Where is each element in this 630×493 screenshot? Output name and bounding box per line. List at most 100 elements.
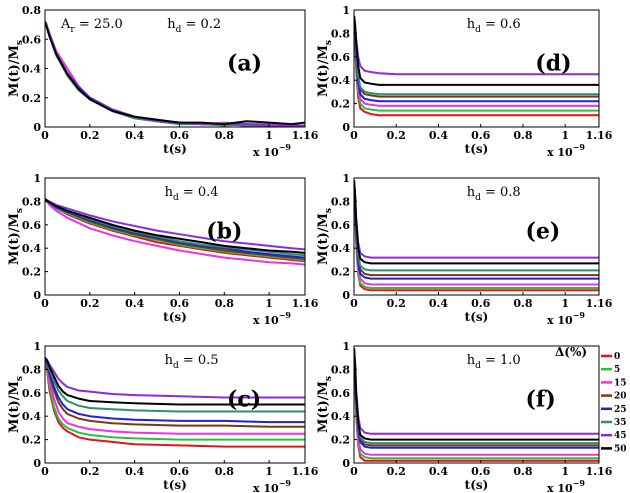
y-tick-label: 0.8: [22, 195, 41, 208]
x-tick-label: 1.16: [586, 129, 613, 142]
x-tick-label: 0: [41, 129, 49, 142]
x-tick-label: 0: [41, 465, 49, 478]
series-line-20: [45, 21, 305, 127]
legend-entry-50: 50: [614, 444, 627, 454]
y-tick-label: 0.4: [22, 410, 41, 423]
ar-label: Ar = 25.0: [60, 17, 123, 35]
x-tick-label: 0.2: [80, 465, 99, 478]
x-scale-note: x 10−9: [253, 310, 291, 327]
series-line-35: [45, 198, 305, 257]
y-tick-label: 0.6: [331, 51, 350, 64]
x-axis-label: t(s): [465, 310, 489, 324]
x-tick-label: 0.2: [80, 129, 99, 142]
legend-title: Δ(%): [555, 345, 587, 359]
axes-frame: [353, 345, 600, 464]
panel-a: 0 0.2 0.4 0.6 0.8 1 1.16 0 0.2 0.4 0.6 0.8 t(s) x 10−…: [7, 4, 319, 159]
series-line-50: [354, 15, 599, 86]
series-line-15: [45, 21, 305, 127]
x-scale-note: x 10−9: [253, 142, 291, 159]
panel-b: 0 0.2 0.4 0.6 0.8 1 1.16 0 0.2 0.4 0.6 0.8 1 t(s) x 10…: [7, 172, 319, 327]
x-tick-label: 0.6: [170, 465, 189, 478]
x-axis-label: t(s): [163, 310, 187, 324]
y-tick-label: 0.6: [331, 387, 350, 400]
x-tick-label: 0.2: [387, 297, 406, 310]
series-line-5: [45, 198, 305, 261]
y-axis-label: M(t)/Ms: [316, 208, 334, 265]
x-axis-label: t(s): [465, 478, 489, 492]
x-tick-label: 0.4: [429, 129, 448, 142]
y-tick-label: 1: [342, 172, 350, 185]
series-group: [45, 21, 305, 127]
x-scale-note: x 10−9: [547, 142, 585, 159]
y-tick-label: 0.8: [331, 363, 350, 376]
x-tick-label: 1: [265, 129, 273, 142]
x-tick-label: 1.16: [586, 297, 613, 310]
x-tick-label: 0.2: [387, 129, 406, 142]
y-tick-label: 0.4: [331, 410, 350, 423]
series-line-25: [45, 21, 305, 127]
x-tick-label: 0.8: [215, 465, 234, 478]
series-line-25: [45, 198, 305, 259]
y-tick-label: 0.8: [22, 363, 41, 376]
y-tick-label: 1: [33, 172, 41, 185]
x-tick-label: 0: [41, 297, 49, 310]
panel-label: (d): [535, 51, 571, 77]
x-tick-label: 1: [561, 465, 569, 478]
x-tick-label: 0.4: [429, 465, 448, 478]
hd-label: hd = 0.8: [467, 185, 521, 203]
x-tick-label: 0.2: [387, 465, 406, 478]
x-tick-label: 0: [350, 129, 358, 142]
x-axis-label: t(s): [163, 478, 187, 492]
y-tick-label: 0: [342, 121, 350, 134]
x-tick-label: 0.4: [125, 297, 144, 310]
x-tick-label: 1.16: [586, 465, 613, 478]
legend-entry-20: 20: [614, 392, 627, 402]
y-tick-label: 0.2: [331, 98, 350, 111]
y-tick-label: 0.2: [331, 434, 350, 447]
panel-label: (a): [227, 51, 262, 77]
x-tick-label: 0.6: [471, 465, 490, 478]
x-tick-label: 0: [350, 465, 358, 478]
legend-entry-15: 15: [614, 378, 627, 388]
axes-frame: [44, 345, 306, 464]
series-line-45: [45, 198, 305, 251]
x-tick-label: 0.6: [170, 297, 189, 310]
x-tick-label: 0.6: [170, 129, 189, 142]
panel-c: 0 0.2 0.4 0.6 0.8 1 1.16 0 0.2 0.4 0.6 0.8 1 t(s) x 10…: [7, 340, 319, 493]
series-line-15: [45, 357, 305, 435]
x-tick-label: 0.6: [471, 297, 490, 310]
panel-f: 0 0.2 0.4 0.6 0.8 1 1.16 0 0.2 0.4 0.6 0.8 1 t(s) x 10…: [316, 340, 627, 493]
y-tick-label: 0: [33, 121, 41, 134]
legend: Δ(%) 0 5 15 20 25 35 45 50: [555, 345, 627, 454]
x-tick-label: 1: [561, 129, 569, 142]
legend-entry-5: 5: [614, 365, 620, 375]
series-group: [45, 357, 305, 448]
y-axis-label: M(t)/Ms: [7, 376, 25, 433]
series-line-5: [45, 357, 305, 441]
series-group: [45, 198, 305, 266]
panel-d: 0 0.2 0.4 0.6 0.8 1 1.16 0 0.2 0.4 0.6 0.8 1 t(s) x 10…: [316, 4, 613, 159]
x-tick-label: 1: [265, 297, 273, 310]
y-axis-label: M(t)/Ms: [7, 208, 25, 265]
series-line-15: [45, 198, 305, 266]
y-tick-label: 1: [342, 340, 350, 353]
series-line-50: [45, 198, 305, 254]
series-group: [354, 348, 599, 462]
y-tick-label: 0.8: [331, 195, 350, 208]
panel-label: (b): [206, 219, 242, 245]
y-tick-label: 0.4: [331, 242, 350, 255]
x-tick-label: 1.16: [292, 465, 319, 478]
y-tick-label: 0.6: [22, 219, 41, 232]
y-tick-label: 0.6: [22, 33, 41, 46]
hd-label: hd = 0.6: [467, 17, 521, 35]
y-tick-label: 0.4: [22, 242, 41, 255]
y-tick-label: 0.2: [22, 434, 41, 447]
hd-label: hd = 0.2: [167, 17, 221, 35]
x-tick-label: 1: [265, 465, 273, 478]
x-axis-label: t(s): [465, 142, 489, 156]
y-tick-label: 0: [342, 457, 350, 470]
series-line-45: [45, 357, 305, 399]
panel-e: 0 0.2 0.4 0.6 0.8 1 1.16 0 0.2 0.4 0.6 0.8 1 t(s) x 10…: [316, 172, 613, 327]
series-line-25: [45, 357, 305, 424]
y-tick-label: 0.2: [331, 266, 350, 279]
